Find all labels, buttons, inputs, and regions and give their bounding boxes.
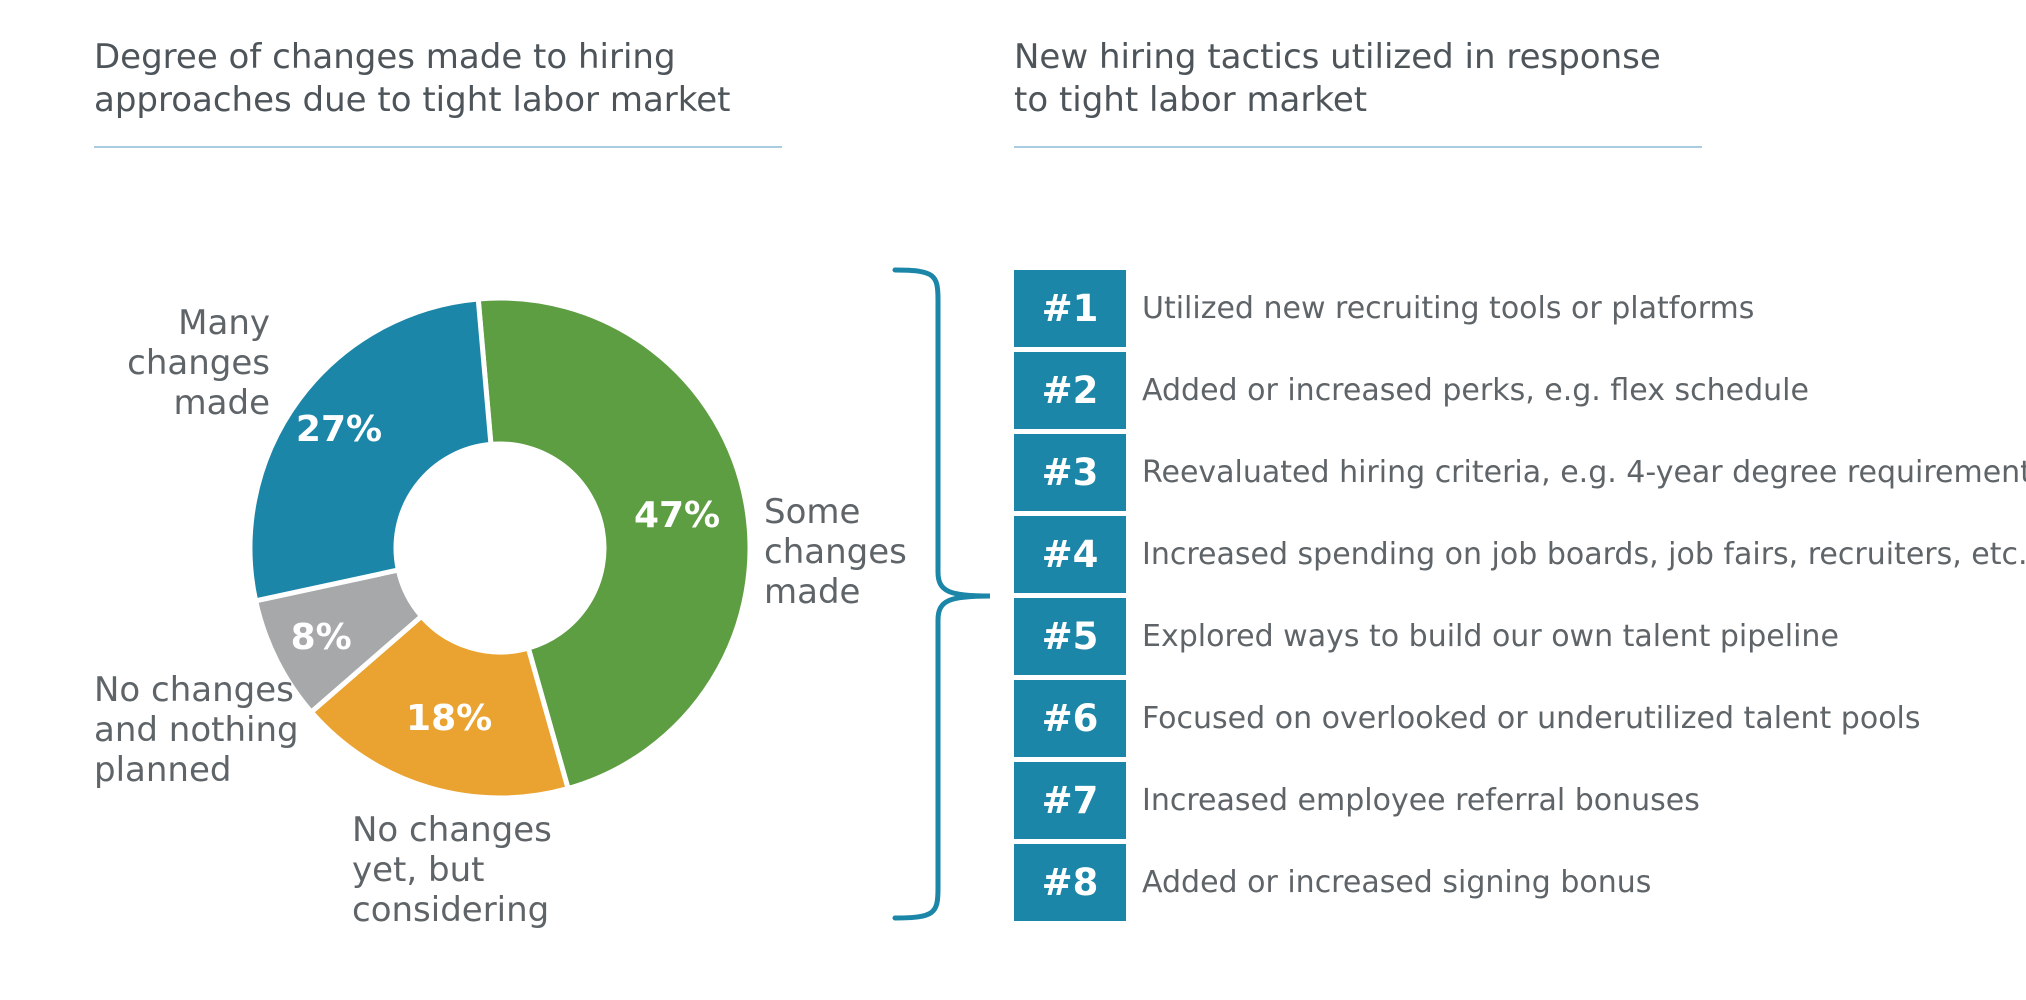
tactic-text: Reevaluated hiring criteria, e.g. 4-year…	[1142, 455, 2026, 490]
tactic-row: #8 Added or increased signing bonus	[1014, 844, 1651, 921]
left-chart-title: Degree of changes made to hiring approac…	[94, 37, 731, 120]
label-nothing-planned: No changes and nothing planned	[94, 670, 299, 790]
tactic-text: Explored ways to build our own talent pi…	[1142, 619, 1839, 654]
tactic-rank-badge: #6	[1014, 680, 1126, 757]
tactic-row: #7 Increased employee referral bonuses	[1014, 762, 1700, 839]
tactic-rank-badge: #5	[1014, 598, 1126, 675]
donut-slice-many	[247, 296, 494, 604]
donut-slice-some	[475, 295, 753, 792]
tactic-rank-badge: #3	[1014, 434, 1126, 511]
tactic-row: #3 Reevaluated hiring criteria, e.g. 4-ye…	[1014, 434, 2026, 511]
right-title-rule	[1014, 146, 1702, 148]
tactic-rank-badge: #8	[1014, 844, 1126, 921]
tactic-row: #4 Increased spending on job boards, job …	[1014, 516, 2026, 593]
tactic-row: #1 Utilized new recruiting tools or platf…	[1014, 270, 1754, 347]
donut-value-label-considering: 18%	[406, 698, 492, 739]
tactic-text: Focused on overlooked or underutilized t…	[1142, 701, 1921, 736]
tactic-text: Added or increased perks, e.g. flex sche…	[1142, 373, 1809, 408]
donut-value-label-nothing: 8%	[291, 617, 352, 658]
tactic-text: Utilized new recruiting tools or platfor…	[1142, 291, 1755, 326]
tactic-text: Increased employee referral bonuses	[1142, 783, 1700, 818]
label-some-changes: Some changes made	[764, 492, 907, 612]
tactic-rank-badge: #2	[1014, 352, 1126, 429]
tactic-rank-badge: #1	[1014, 270, 1126, 347]
tactic-row: #2 Added or increased perks, e.g. flex sc…	[1014, 352, 1809, 429]
label-many-changes: Many changes made	[127, 303, 270, 423]
tactic-rank-badge: #7	[1014, 762, 1126, 839]
label-considering: No changes yet, but considering	[352, 810, 552, 930]
left-title-rule	[94, 146, 782, 148]
tactic-text: Added or increased signing bonus	[1142, 865, 1652, 900]
tactic-rank-badge: #4	[1014, 516, 1126, 593]
tactic-text: Increased spending on job boards, job fa…	[1142, 537, 2026, 572]
donut-slice-considering	[307, 612, 572, 801]
donut-value-label-many: 27%	[296, 409, 382, 450]
tactic-row: #5 Explored ways to build our own talent …	[1014, 598, 1839, 675]
tactic-row: #6 Focused on overlooked or underutilized…	[1014, 680, 1921, 757]
curly-brace	[892, 267, 991, 921]
donut-value-label-some: 47%	[634, 495, 720, 536]
right-chart-title: New hiring tactics utilized in response …	[1014, 37, 1661, 120]
